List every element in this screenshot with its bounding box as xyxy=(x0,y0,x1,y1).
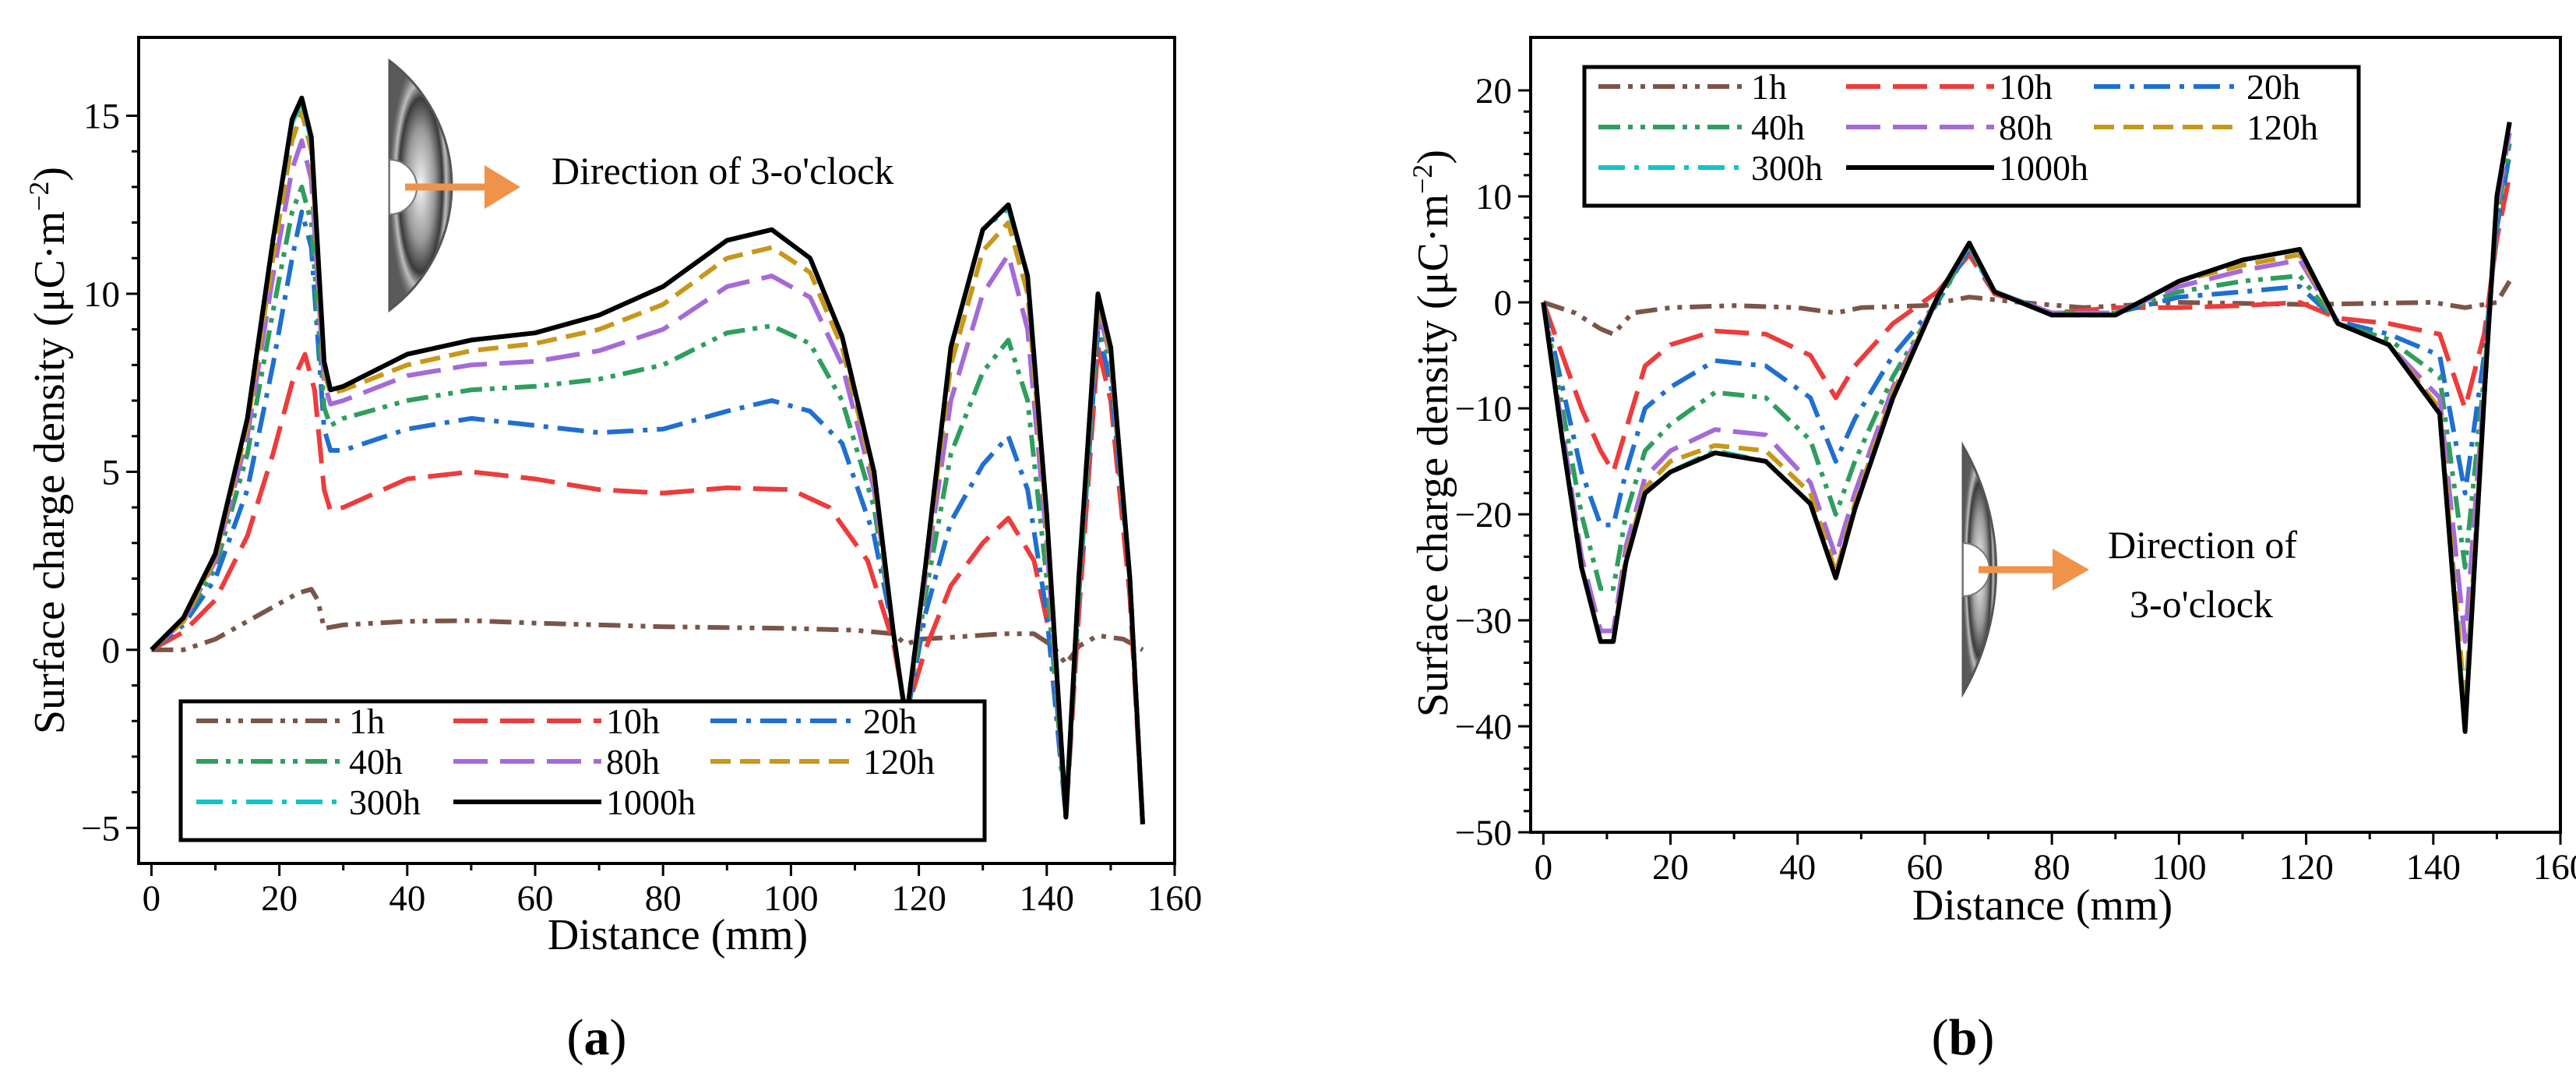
x-tick-label: 100 xyxy=(2151,847,2207,888)
series-line-b-10h xyxy=(1541,175,2512,475)
x-tick-label: 140 xyxy=(1020,878,1075,919)
annotation-b-line2: 3-o'clock xyxy=(2130,582,2273,626)
x-tick-label: 0 xyxy=(143,878,161,919)
legend-label-1000h: 1000h xyxy=(1999,148,2088,188)
x-tick-label: 140 xyxy=(2406,847,2461,888)
plot-frame-a xyxy=(137,36,1176,865)
panel-label-b: (b) xyxy=(1932,1009,1995,1066)
insulator-disc-icon-b xyxy=(1961,441,2089,698)
y-tick-labels-a: −5 0 5 10 15 xyxy=(81,97,120,849)
series-line-b-1000h xyxy=(1541,122,2512,734)
x-axis-label-b: Distance (mm) xyxy=(1912,881,2173,930)
x-tick-label: 120 xyxy=(2278,847,2334,888)
y-axis-label-a: Surface charge density (μC·m−2) xyxy=(23,167,74,734)
x-tick-labels-a: 0 20 40 60 80 100 120 140 160 xyxy=(143,878,1203,919)
y-tick-label: −10 xyxy=(1454,389,1512,429)
y-tick-label: −40 xyxy=(1454,707,1512,747)
y-tick-label: −20 xyxy=(1454,495,1512,535)
legend-b: 1h 10h 20h 40h 80h 120h 300h 1000h xyxy=(1582,65,2361,208)
series-line-a-1h xyxy=(151,587,1144,667)
panel-label-a: (a) xyxy=(567,1009,627,1066)
ticks-a xyxy=(126,115,1176,876)
x-axis-label-a: Distance (mm) xyxy=(548,911,808,959)
y-tick-label: 0 xyxy=(1494,283,1513,323)
y-tick-label: 15 xyxy=(83,97,120,137)
legend-label-1h: 1h xyxy=(1751,67,1787,107)
legend-label-10h: 10h xyxy=(1999,67,2053,107)
x-tick-label: 160 xyxy=(1147,878,1203,919)
legend-label-20h: 20h xyxy=(2247,67,2300,107)
legend-label-40h: 40h xyxy=(1751,108,1805,147)
legend-label-120h: 120h xyxy=(2247,108,2318,147)
x-tick-label: 20 xyxy=(1652,847,1689,888)
annotation-a: Direction of 3-o'clock xyxy=(551,149,893,192)
legend-label-1h: 1h xyxy=(349,701,385,741)
series-group-a xyxy=(150,95,1145,824)
x-tick-labels-b: 0 20 40 60 80 100 120 140 160 xyxy=(1535,847,2576,888)
legend-label-120h: 120h xyxy=(863,742,935,782)
x-tick-label: 80 xyxy=(645,878,682,919)
x-tick-label: 20 xyxy=(261,878,298,919)
x-tick-label: 120 xyxy=(891,878,946,919)
x-tick-label: 40 xyxy=(1779,847,1816,888)
legend-label-300h: 300h xyxy=(1751,148,1823,188)
y-tick-label: 10 xyxy=(83,274,120,315)
y-tick-label: 5 xyxy=(102,452,121,493)
y-tick-label: 20 xyxy=(1475,71,1512,111)
legend-label-20h: 20h xyxy=(863,701,917,741)
y-tick-label: 0 xyxy=(102,630,121,671)
x-tick-label: 100 xyxy=(763,878,819,919)
series-group-b xyxy=(1541,122,2512,734)
x-tick-label: 0 xyxy=(1535,847,1553,888)
x-tick-label: 80 xyxy=(2034,847,2070,888)
y-tick-labels-b: −50 −40 −30 −20 −10 0 10 20 xyxy=(1454,71,1512,853)
chart-panel-a: 0 20 40 60 80 100 120 140 160 −5 0 5 10 15 Direction… xyxy=(23,36,1203,1066)
legend-label-300h: 300h xyxy=(349,782,421,822)
series-line-b-80h xyxy=(1541,132,2512,644)
series-line-b-300h xyxy=(1541,122,2512,729)
plot-frame-b xyxy=(1529,36,2562,834)
legend-label-40h: 40h xyxy=(349,742,403,782)
y-tick-label: −50 xyxy=(1454,813,1512,853)
series-line-a-1000h xyxy=(150,95,1145,824)
legend-label-80h: 80h xyxy=(606,742,660,782)
legend-label-10h: 10h xyxy=(606,701,660,741)
y-tick-label: 10 xyxy=(1475,177,1512,217)
x-tick-label: 160 xyxy=(2533,847,2576,888)
y-axis-label-b: Surface charge density (μC·m−2) xyxy=(1407,150,1457,717)
chart-panel-b: 0 20 40 60 80 100 120 140 160 −50 −40 −30 −20 −10 0 10… xyxy=(1407,36,2576,1066)
x-tick-label: 40 xyxy=(389,878,425,919)
annotation-b-line1: Direction of xyxy=(2108,523,2297,567)
insulator-disc-icon-a xyxy=(388,58,520,313)
legend-label-1000h: 1000h xyxy=(606,782,696,822)
series-line-b-40h xyxy=(1541,143,2512,591)
x-tick-label: 60 xyxy=(1906,847,1943,888)
y-tick-label: −5 xyxy=(81,808,120,849)
legend-a: 1h 10h 20h 40h 80h 120h 300h 1000h xyxy=(178,699,987,842)
x-tick-label: 60 xyxy=(517,878,554,919)
legend-label-80h: 80h xyxy=(1999,108,2053,147)
y-tick-label: −30 xyxy=(1454,601,1512,641)
series-line-b-1h xyxy=(1542,280,2512,337)
ticks-b xyxy=(1518,89,2562,845)
